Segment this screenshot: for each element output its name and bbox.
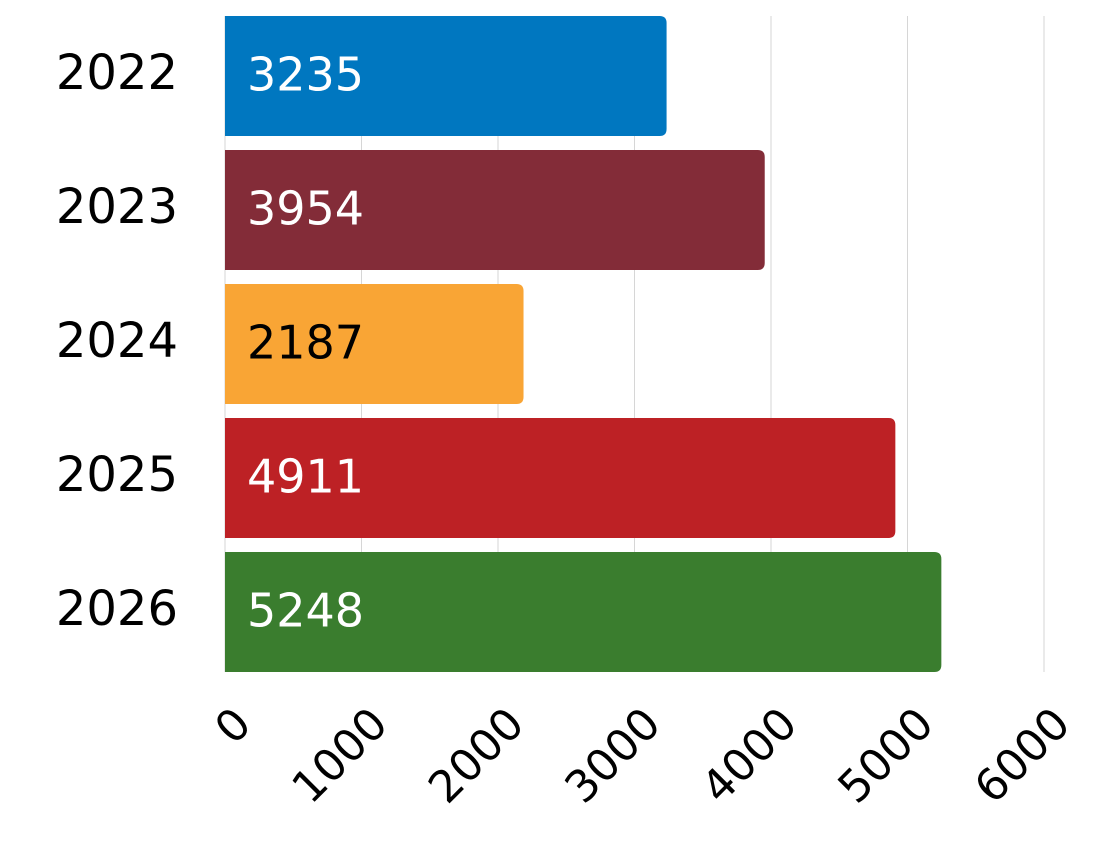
bar xyxy=(225,552,942,672)
x-tick-label: 6000 xyxy=(965,698,1080,813)
value-label: 3235 xyxy=(247,48,364,102)
y-tick-label: 2022 xyxy=(56,45,178,101)
x-tick-label: 5000 xyxy=(829,698,944,813)
value-label: 5248 xyxy=(247,584,364,638)
x-tick-label: 1000 xyxy=(283,698,398,813)
x-tick-label: 2000 xyxy=(419,698,534,813)
y-tick-label: 2026 xyxy=(56,581,178,637)
x-tick-label: 0 xyxy=(205,698,261,754)
bar xyxy=(225,418,896,538)
value-label: 3954 xyxy=(247,182,364,236)
bar xyxy=(225,16,667,136)
x-tick-label: 4000 xyxy=(692,698,807,813)
bar xyxy=(225,150,765,270)
y-tick-label: 2025 xyxy=(56,447,178,503)
y-tick-label: 2024 xyxy=(56,313,178,369)
y-tick-label: 2023 xyxy=(56,179,178,235)
bar xyxy=(225,284,524,404)
value-label: 2187 xyxy=(247,316,364,370)
x-tick-label: 3000 xyxy=(556,698,671,813)
value-label: 4911 xyxy=(247,450,364,504)
